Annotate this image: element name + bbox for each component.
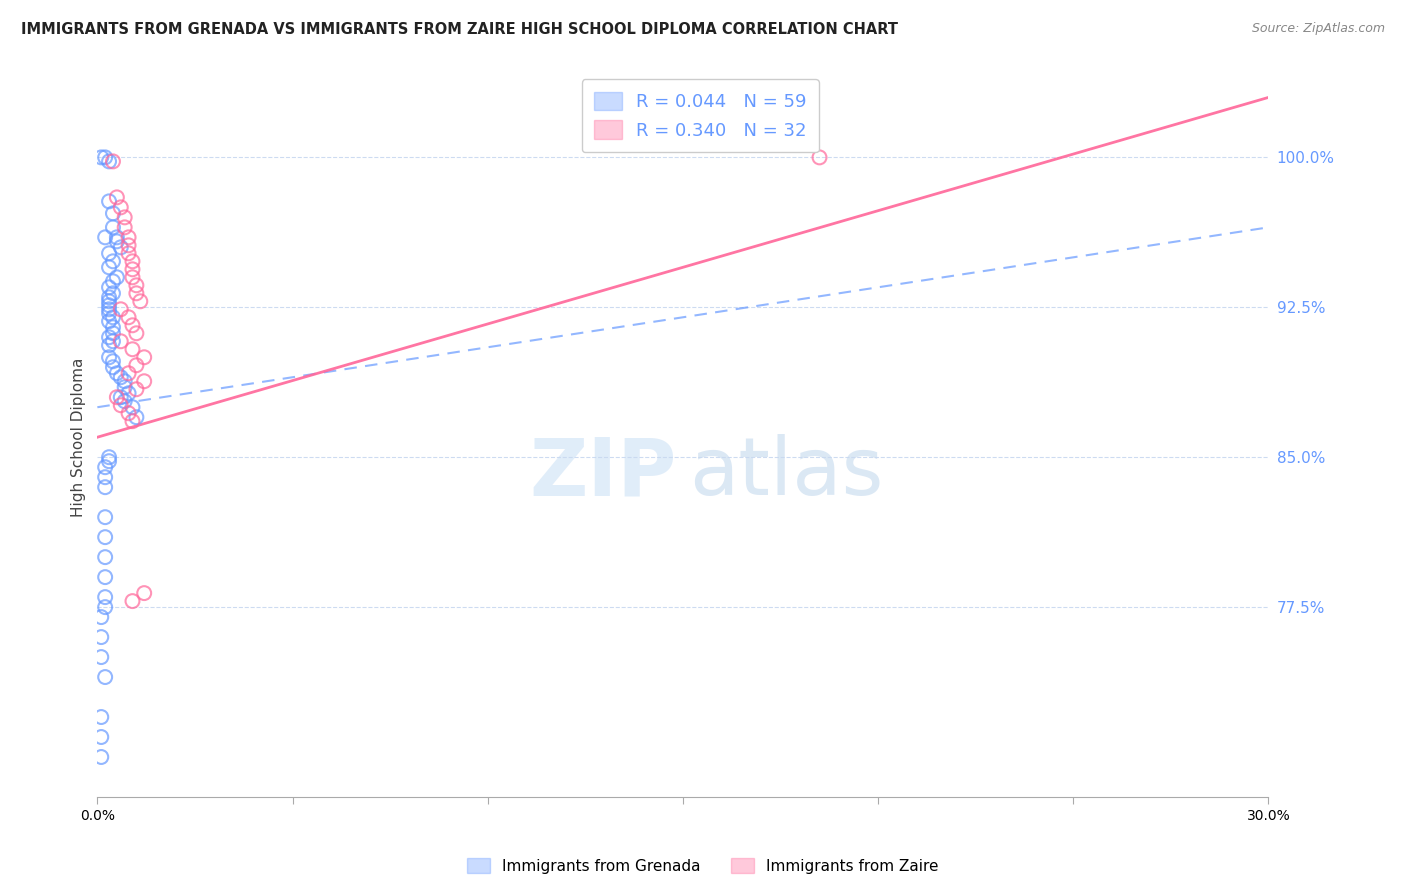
Point xyxy=(101,310,124,325)
Point xyxy=(121,414,143,428)
Point xyxy=(105,230,128,244)
Point xyxy=(101,360,124,375)
Point xyxy=(134,586,156,600)
Point xyxy=(121,318,143,333)
Point xyxy=(98,294,121,309)
Point xyxy=(114,380,136,394)
Point xyxy=(98,351,121,365)
Point xyxy=(101,274,124,288)
Point xyxy=(94,600,117,615)
Point xyxy=(98,302,121,317)
Point xyxy=(125,278,148,293)
Point xyxy=(125,410,148,425)
Point xyxy=(121,401,143,415)
Text: IMMIGRANTS FROM GRENADA VS IMMIGRANTS FROM ZAIRE HIGH SCHOOL DIPLOMA CORRELATION: IMMIGRANTS FROM GRENADA VS IMMIGRANTS FR… xyxy=(21,22,898,37)
Point xyxy=(101,326,124,341)
Point xyxy=(114,374,136,388)
Point xyxy=(98,260,121,275)
Point xyxy=(117,238,139,252)
Point xyxy=(101,154,124,169)
Point xyxy=(98,306,121,320)
Point xyxy=(94,570,117,584)
Point xyxy=(94,150,117,164)
Text: atlas: atlas xyxy=(689,434,883,512)
Point xyxy=(105,235,128,249)
Point xyxy=(117,230,139,244)
Point xyxy=(117,406,139,420)
Point xyxy=(94,670,117,684)
Point xyxy=(90,150,112,164)
Point xyxy=(121,262,143,277)
Point xyxy=(117,366,139,380)
Point xyxy=(105,270,128,285)
Point xyxy=(114,211,136,225)
Point xyxy=(101,206,124,220)
Point xyxy=(117,310,139,325)
Point xyxy=(105,366,128,380)
Point xyxy=(90,630,112,644)
Point xyxy=(101,220,124,235)
Point xyxy=(125,326,148,341)
Text: Source: ZipAtlas.com: Source: ZipAtlas.com xyxy=(1251,22,1385,36)
Point xyxy=(121,343,143,357)
Point xyxy=(110,200,132,214)
Point xyxy=(98,154,121,169)
Point xyxy=(101,354,124,368)
Point xyxy=(98,290,121,304)
Point xyxy=(94,510,117,524)
Point xyxy=(125,358,148,372)
Point xyxy=(98,314,121,328)
Point xyxy=(90,650,112,665)
Point xyxy=(98,280,121,294)
Point xyxy=(94,460,117,475)
Point xyxy=(134,351,156,365)
Point xyxy=(110,302,132,317)
Point xyxy=(110,240,132,254)
Point xyxy=(110,370,132,384)
Y-axis label: High School Diploma: High School Diploma xyxy=(72,358,86,516)
Point xyxy=(98,330,121,344)
Point xyxy=(94,230,117,244)
Point xyxy=(98,246,121,260)
Point xyxy=(101,286,124,301)
Point xyxy=(101,334,124,349)
Point xyxy=(90,610,112,624)
Point xyxy=(94,530,117,544)
Point xyxy=(98,450,121,465)
Point xyxy=(125,382,148,396)
Point xyxy=(98,194,121,209)
Point xyxy=(134,374,156,388)
Point xyxy=(90,710,112,724)
Point xyxy=(98,298,121,312)
Point xyxy=(98,338,121,352)
Point xyxy=(90,750,112,764)
Legend: Immigrants from Grenada, Immigrants from Zaire: Immigrants from Grenada, Immigrants from… xyxy=(461,852,945,880)
Point xyxy=(121,594,143,608)
Point xyxy=(121,254,143,268)
Point xyxy=(94,480,117,494)
Point xyxy=(110,334,132,349)
Point xyxy=(94,470,117,484)
Point xyxy=(121,270,143,285)
Point xyxy=(101,254,124,268)
Point xyxy=(105,190,128,204)
Point xyxy=(105,390,128,404)
Point xyxy=(94,590,117,604)
Legend: R = 0.044   N = 59, R = 0.340   N = 32: R = 0.044 N = 59, R = 0.340 N = 32 xyxy=(582,79,820,153)
Point xyxy=(114,394,136,409)
Point xyxy=(98,454,121,468)
Point xyxy=(90,730,112,744)
Point xyxy=(117,246,139,260)
Point xyxy=(117,386,139,401)
Text: ZIP: ZIP xyxy=(530,434,678,512)
Point xyxy=(114,220,136,235)
Point xyxy=(94,550,117,565)
Point xyxy=(129,294,152,309)
Point xyxy=(808,150,831,164)
Point xyxy=(101,320,124,334)
Point xyxy=(125,286,148,301)
Point xyxy=(110,390,132,404)
Point xyxy=(110,398,132,412)
